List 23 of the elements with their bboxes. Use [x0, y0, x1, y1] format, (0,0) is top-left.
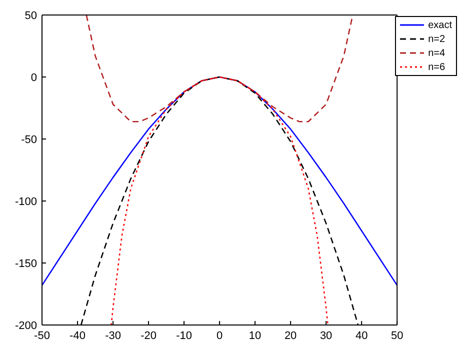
x-tick-label: 10: [248, 330, 262, 342]
x-tick-label: 50: [390, 330, 404, 342]
legend-label: n=4: [428, 48, 446, 58]
y-tick-label: -100: [14, 196, 37, 208]
x-tick-label: 20: [284, 330, 297, 342]
line-series: [86, 15, 354, 122]
legend-label: n=2: [428, 34, 446, 44]
x-tick-label: -50: [34, 330, 50, 342]
x-tick-label: -10: [176, 330, 192, 342]
y-tick-label: -50: [21, 134, 37, 146]
y-tick-label: 50: [24, 10, 37, 22]
y-tick-label: -200: [14, 320, 37, 332]
legend-label: exact: [428, 20, 452, 30]
x-tick-label: 40: [355, 330, 368, 342]
x-tick-label: 0: [216, 330, 223, 342]
line-series: [110, 76, 328, 325]
y-tick-label: 0: [30, 72, 37, 84]
x-tick-label: -30: [105, 330, 121, 342]
legend-label: n=6: [428, 62, 446, 72]
x-tick-label: -40: [70, 330, 86, 342]
x-tick-label: -20: [140, 330, 156, 342]
x-tick-label: 30: [320, 330, 332, 342]
y-tick-label: -150: [14, 258, 37, 270]
